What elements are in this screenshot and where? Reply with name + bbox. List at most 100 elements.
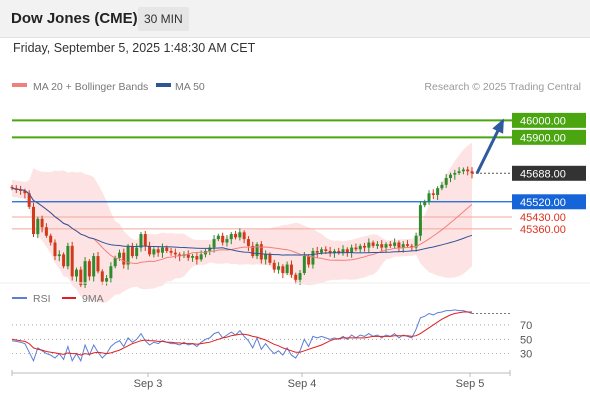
candle-body (229, 234, 233, 240)
candle-body (427, 193, 431, 202)
candle-body (375, 244, 379, 246)
candle-body (264, 254, 268, 260)
candle-body (83, 261, 87, 285)
candle-body (380, 244, 384, 248)
candle-body (294, 274, 298, 280)
level-46000-label: 46000.00 (520, 115, 566, 127)
research-credit: Research © 2025 Trading Central (424, 81, 581, 93)
legend-swatch-ma50 (156, 83, 171, 87)
candle-body (195, 256, 199, 260)
candle-body (238, 232, 242, 238)
level-45520-tag (512, 194, 586, 210)
candle-body (143, 234, 147, 246)
candle-body (440, 184, 444, 189)
candle-body (444, 178, 448, 185)
candle-body (122, 252, 126, 265)
candle-body (242, 232, 246, 240)
legend-label-ma20: MA 20 + Bollinger Bands (33, 81, 148, 93)
candle-body (268, 254, 272, 263)
candle-body (367, 242, 371, 248)
level-45900-label: 45900.00 (520, 132, 566, 144)
rsi-tick-50: 50 (520, 334, 532, 346)
level-45360-label: 45360.00 (520, 224, 566, 236)
candle-body (281, 266, 285, 274)
candle-body (423, 201, 427, 206)
candle-body (401, 244, 405, 248)
candle-body (62, 254, 66, 267)
candle-body (246, 239, 250, 246)
candle-body (251, 245, 255, 257)
candle-body (49, 235, 53, 243)
x-tick-sep-4: Sep 4 (288, 378, 317, 390)
legend-label-rsi: RSI (33, 293, 51, 305)
candle-body (70, 245, 74, 277)
candle-body (36, 218, 40, 235)
candle-body (117, 252, 121, 258)
candle-body (328, 250, 332, 253)
candle-body (234, 234, 238, 238)
candle-body (87, 261, 91, 277)
candle-body (255, 244, 259, 257)
candle-body (31, 206, 35, 235)
candle-body (466, 169, 470, 172)
candle-body (208, 247, 212, 251)
candle-body (397, 242, 401, 248)
candle-body (113, 257, 117, 267)
level-45900-tag (512, 129, 586, 145)
candle-body (354, 247, 358, 250)
candle-body (100, 271, 104, 282)
candle-body (414, 235, 418, 248)
chart-header: Dow Jones (CME) 30 MIN (0, 0, 590, 38)
candle-body (74, 269, 78, 277)
candle-body (191, 256, 195, 258)
candle-body (96, 256, 100, 272)
chart-datetime: Friday, September 5, 2025 1:48:30 AM CET (13, 41, 256, 55)
candle-body (449, 174, 453, 179)
level-45430-label: 45430.00 (520, 212, 566, 224)
candle-body (165, 247, 169, 251)
candle-body (152, 249, 156, 255)
timeframe-badge[interactable]: 30 MIN (138, 7, 189, 31)
candle-body (92, 256, 96, 277)
candle-body (57, 254, 61, 257)
candle-body (350, 247, 354, 253)
candle-body (388, 244, 392, 246)
candle-body (457, 171, 461, 173)
candle-body (431, 193, 435, 195)
rsi-9ma-line (11, 311, 472, 356)
candle-body (66, 245, 70, 267)
candle-body (345, 249, 349, 253)
last-price-tag (512, 165, 586, 181)
candle-body (470, 171, 474, 174)
candle-body (160, 247, 164, 253)
candle-body (126, 245, 130, 265)
candle-body (418, 205, 422, 236)
candle-body (130, 245, 134, 257)
legend-label-9ma: 9MA (82, 293, 104, 305)
candle-body (320, 249, 324, 253)
candle-body (461, 169, 465, 172)
rsi-line (11, 309, 473, 363)
ma50-line (11, 187, 473, 256)
instrument-title: Dow Jones (CME) (11, 10, 138, 27)
x-tick-sep-5: Sep 5 (456, 378, 485, 390)
candle-body (44, 227, 48, 236)
candle-body (23, 190, 27, 194)
candle-body (332, 250, 336, 253)
candle-body (221, 235, 225, 243)
candle-body (272, 262, 276, 270)
candle-body (311, 250, 315, 265)
candle-body (27, 193, 31, 207)
candle-body (341, 249, 345, 253)
candle-body (139, 234, 143, 248)
candle-body (79, 269, 83, 285)
candle-body (410, 245, 414, 248)
candle-body (289, 264, 293, 275)
candle-body (19, 189, 23, 191)
candle-body (173, 252, 177, 255)
candle-body (10, 186, 14, 189)
legend-swatch-ma20 (12, 83, 27, 87)
candle-body (148, 245, 152, 255)
candle-body (156, 249, 160, 253)
